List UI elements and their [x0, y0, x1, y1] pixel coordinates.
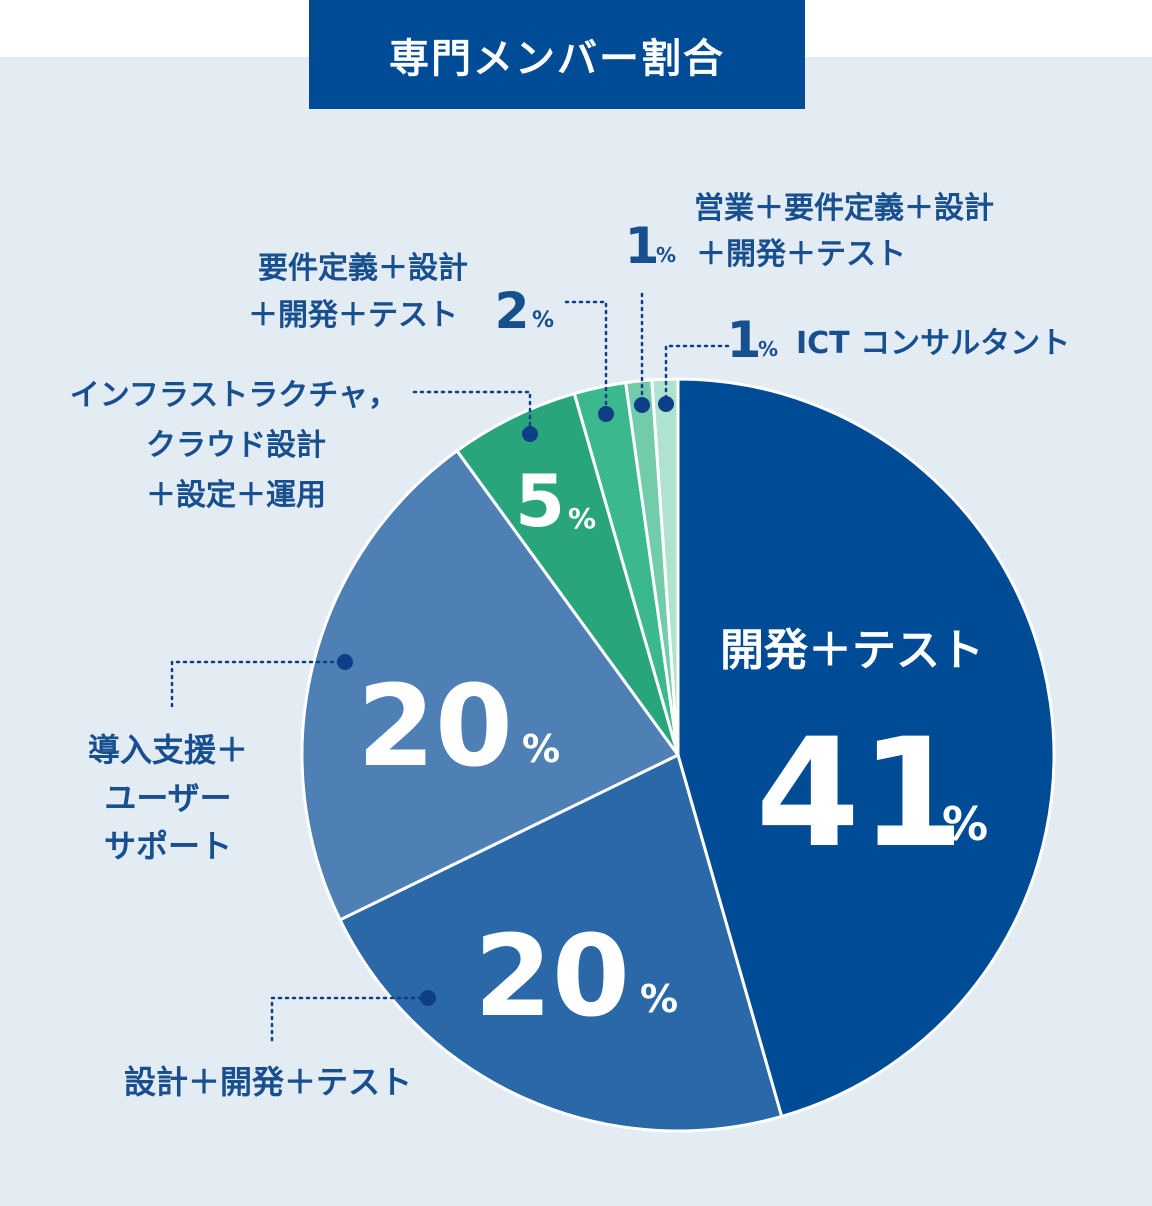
slice-infra [454, 391, 680, 756]
leader-req-line [564, 300, 608, 416]
leader-support-line [170, 660, 347, 708]
label-dev-test: 開発＋テスト [720, 625, 984, 676]
pct-dev-test-sign: % [942, 797, 988, 851]
leader-support-dot [337, 654, 353, 670]
pie-slices [300, 377, 1056, 1133]
leader-req-dot [598, 406, 614, 422]
pct-support-sign: % [522, 727, 560, 771]
leader-lines [170, 292, 730, 1042]
pct-req: 2 [495, 282, 530, 340]
label-support-1: 導入支援＋ [88, 731, 248, 769]
label-design-dev-test: 設計＋開発＋テスト [124, 1063, 412, 1101]
label-infra-2: クラウド設計 [146, 428, 326, 463]
pct-design: 20 [474, 912, 630, 1042]
pct-support: 20 [357, 662, 513, 792]
pct-infra: 5 [515, 459, 565, 543]
pct-req-sign: % [532, 308, 554, 333]
leader-ict-dot [658, 396, 674, 412]
label-sales-2: ＋開発＋テスト [696, 237, 906, 272]
pct-design-sign: % [640, 977, 678, 1021]
label-infra-1: インフラストラクチャ， [70, 378, 398, 413]
pct-sales-sign: % [656, 243, 676, 267]
label-ict: ICT コンサルタント [796, 326, 1070, 361]
slice-design-dev-test [338, 752, 784, 1133]
pct-ict: 1 [727, 311, 762, 369]
chart-title: 専門メンバー割合 [309, 0, 805, 109]
pct-dev-test: 41 [756, 707, 965, 881]
label-req-2: ＋開発＋テスト [248, 298, 458, 333]
pct-infra-sign: % [568, 502, 596, 535]
slice-ict [650, 377, 680, 756]
leader-design-line [270, 996, 430, 1042]
slice-dev-test [676, 377, 1056, 1119]
leader-design-dot [420, 990, 436, 1006]
label-support-3: サポート [104, 827, 232, 865]
pct-ict-sign: % [758, 337, 778, 361]
label-support-2: ユーザー [104, 779, 231, 817]
label-sales-1: 営業＋要件定義＋設計 [694, 191, 994, 226]
slice-support [300, 448, 681, 922]
leader-ict-line [664, 344, 730, 406]
pct-sales: 1 [625, 217, 660, 275]
leader-infra-dot [522, 426, 538, 442]
leader-sales-dot [634, 397, 650, 413]
label-infra-3: ＋設定＋運用 [146, 478, 326, 513]
label-req-1: 要件定義＋設計 [258, 251, 468, 286]
